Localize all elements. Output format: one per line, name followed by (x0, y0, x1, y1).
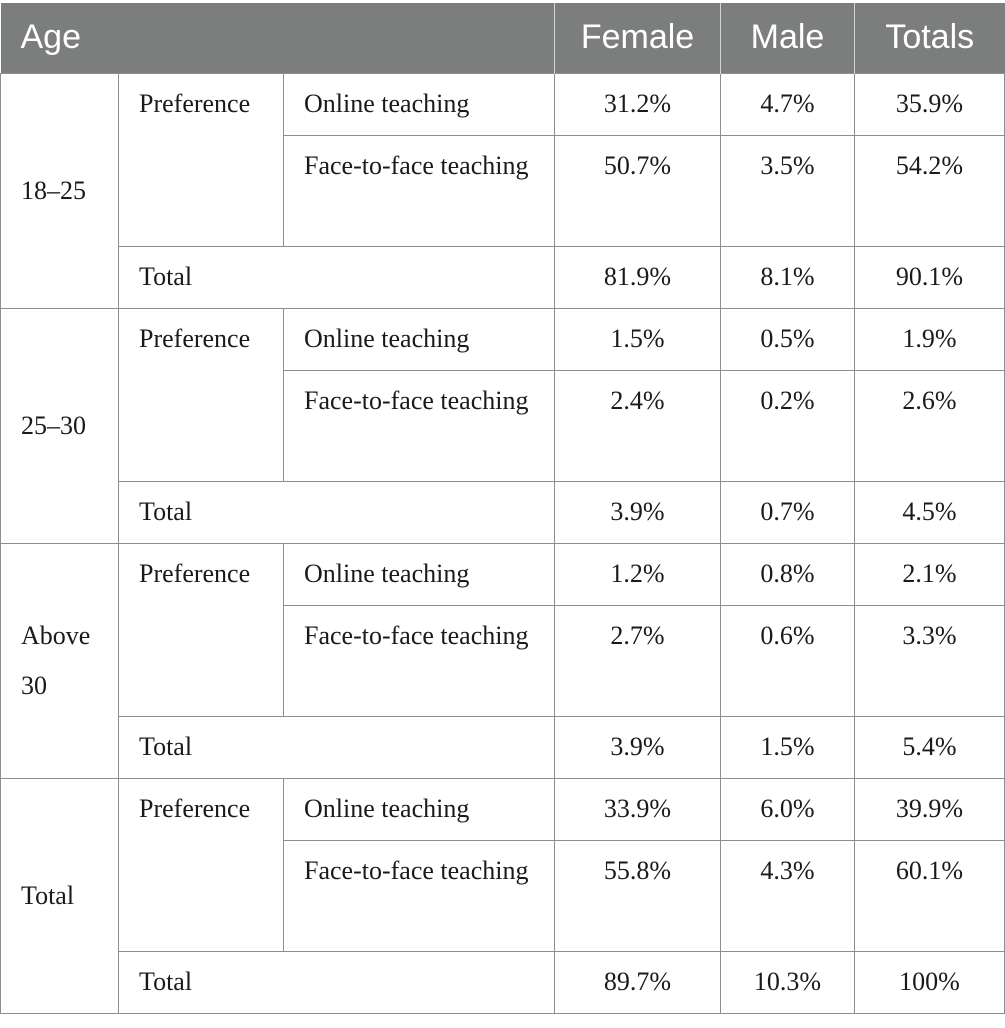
preference-label: Preference (118, 542, 284, 717)
total-row: Total 89.7% 10.3% 100% (1, 950, 1005, 1014)
preference-label: Preference (118, 777, 284, 952)
male-value: 0.2% (720, 369, 855, 482)
row-label: Face-to-face teaching (283, 134, 555, 247)
total-label: Total (118, 480, 555, 544)
totals-value: 39.9% (854, 777, 1005, 841)
totals-total: 4.5% (854, 480, 1005, 544)
totals-value: 60.1% (854, 839, 1005, 952)
totals-value: 1.9% (854, 307, 1005, 371)
header-female: Female (554, 3, 721, 73)
row-label: Face-to-face teaching (283, 369, 555, 482)
row-label: Face-to-face teaching (283, 604, 555, 717)
preference-label: Preference (118, 307, 284, 482)
age-group-label: Total (0, 777, 119, 1014)
male-value: 0.6% (720, 604, 855, 717)
female-value: 2.7% (554, 604, 721, 717)
totals-total: 100% (854, 950, 1005, 1014)
male-total: 1.5% (720, 715, 855, 779)
male-value: 0.8% (720, 542, 855, 606)
female-value: 50.7% (554, 134, 721, 247)
female-value: 1.5% (554, 307, 721, 371)
totals-value: 3.3% (854, 604, 1005, 717)
total-label: Total (118, 715, 555, 779)
row-label: Online teaching (283, 307, 555, 371)
total-label: Total (118, 245, 555, 309)
totals-value: 35.9% (854, 72, 1005, 136)
male-value: 4.7% (720, 72, 855, 136)
female-total: 3.9% (554, 715, 721, 779)
male-total: 0.7% (720, 480, 855, 544)
totals-value: 54.2% (854, 134, 1005, 247)
totals-value: 2.6% (854, 369, 1005, 482)
age-group-label: 18–25 (0, 72, 119, 309)
row-label: Face-to-face teaching (283, 839, 555, 952)
female-value: 55.8% (554, 839, 721, 952)
total-row: Total 81.9% 8.1% 90.1% (1, 245, 1005, 309)
table-row: Above 30 Preference Online teaching 1.2%… (0, 542, 1005, 779)
female-value: 31.2% (554, 72, 721, 136)
total-row: Total 3.9% 1.5% 5.4% (1, 715, 1005, 779)
male-total: 8.1% (720, 245, 855, 309)
total-label: Total (118, 950, 555, 1014)
header-age: Age (0, 3, 555, 73)
age-group-label: Above 30 (0, 542, 119, 779)
preference-label: Preference (118, 72, 284, 247)
header-row: Age Female Male Totals (0, 3, 1005, 73)
totals-total: 5.4% (854, 715, 1005, 779)
table-row: Face-to-face teaching 2.7% 0.6% 3.3% (1, 604, 1005, 717)
female-total: 89.7% (554, 950, 721, 1014)
preference-table: Age Female Male Totals 18–25 Preference … (0, 3, 1005, 1014)
female-value: 1.2% (554, 542, 721, 606)
total-row: Total 3.9% 0.7% 4.5% (1, 480, 1005, 544)
age-group-label: 25–30 (0, 307, 119, 544)
male-value: 6.0% (720, 777, 855, 841)
female-total: 3.9% (554, 480, 721, 544)
row-label: Online teaching (283, 777, 555, 841)
row-label: Online teaching (283, 542, 555, 606)
table-row: Face-to-face teaching 2.4% 0.2% 2.6% (1, 369, 1005, 482)
male-value: 3.5% (720, 134, 855, 247)
header-male: Male (720, 3, 855, 73)
male-total: 10.3% (720, 950, 855, 1014)
female-total: 81.9% (554, 245, 721, 309)
table-row: 18–25 Preference Online teaching 31.2% 4… (0, 72, 1005, 309)
table-row: 25–30 Preference Online teaching 1.5% 0.… (0, 307, 1005, 544)
table-row: Face-to-face teaching 55.8% 4.3% 60.1% (1, 839, 1005, 952)
totals-total: 90.1% (854, 245, 1005, 309)
table-row: Total Preference Online teaching 33.9% 6… (0, 777, 1005, 1014)
row-label: Online teaching (283, 72, 555, 136)
male-value: 4.3% (720, 839, 855, 952)
female-value: 33.9% (554, 777, 721, 841)
header-totals: Totals (854, 3, 1005, 73)
female-value: 2.4% (554, 369, 721, 482)
totals-value: 2.1% (854, 542, 1005, 606)
male-value: 0.5% (720, 307, 855, 371)
